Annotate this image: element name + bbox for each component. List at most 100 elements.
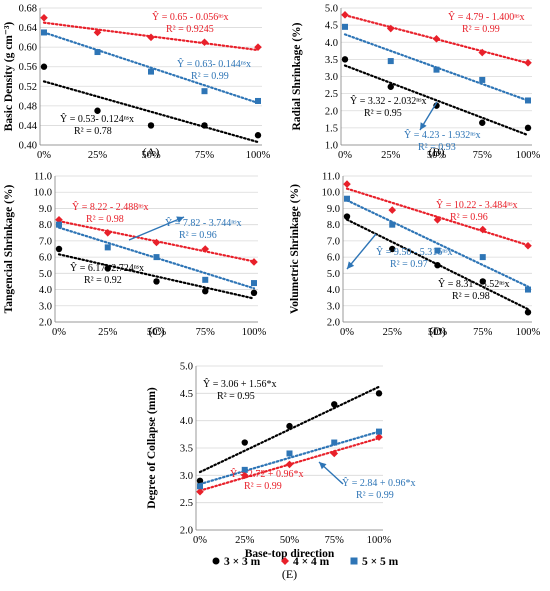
chart-panel-a: 0.40 0.44 0.48 0.52 0.56 0.60 0.64 0.68 0% 25% 50%… <box>3 4 271 162</box>
y-tick-label: 1.5 <box>325 123 338 134</box>
r-squared-label: R² = 0.92 <box>84 275 122 286</box>
regression-equation: Ŷ = 2.84 + 0.96*x <box>342 477 416 489</box>
data-point <box>479 278 486 285</box>
y-tick-label: 6.0 <box>39 253 52 264</box>
y-tick-label: 3.0 <box>180 471 193 482</box>
regression-equation: Ŷ = 6.17- 2.724ⁿˢx <box>70 262 144 274</box>
r-squared-label: R² = 0.99 <box>244 481 282 492</box>
annotation-arrow <box>346 233 377 270</box>
data-point <box>250 289 258 296</box>
legend-label: 3 × 3 m <box>224 556 261 568</box>
data-point <box>524 241 532 250</box>
r-squared-label: R² = 0.96 <box>450 212 488 223</box>
y-tick-label: 3.0 <box>325 72 338 83</box>
x-tick-label: 75% <box>473 150 493 161</box>
regression-equation: Ŷ = 10.22 - 3.484ⁿˢx <box>436 199 517 211</box>
data-point <box>524 124 532 132</box>
y-tick-label: 5.0 <box>325 4 338 15</box>
x-tick-label: 50% <box>428 327 448 338</box>
data-point <box>200 38 209 47</box>
r-squared-label: R² = 0.95 <box>217 391 255 402</box>
data-point <box>250 258 258 266</box>
data-point <box>286 450 293 457</box>
y-tick-label: 10.0 <box>34 188 52 199</box>
data-point <box>147 33 155 42</box>
panel-label: (C) <box>149 324 165 338</box>
trendline-2 <box>345 199 530 288</box>
x-tick-label: 100% <box>367 535 392 546</box>
data-point <box>386 24 395 33</box>
y-tick-label: 0.68 <box>19 4 37 15</box>
regression-equation: Ŷ = 3.06 + 1.56*x <box>203 378 277 390</box>
y-axis-title: Radial Shrinkage (%) <box>291 22 303 130</box>
y-axis-title: Basic Density (g cm⁻³) <box>3 22 15 132</box>
regression-equation: Ŷ = 8.31 - 5.52ⁿˢx <box>438 278 509 290</box>
regression-equation: Ŷ = 0.65 - 0.056ⁿˢx <box>152 11 228 23</box>
y-tick-label: 10.0 <box>322 188 340 199</box>
data-point <box>104 244 111 251</box>
r-squared-label: R² = 0.93 <box>418 142 456 153</box>
data-point <box>375 433 383 441</box>
x-tick-label: 100% <box>242 327 267 338</box>
y-tick-label: 1.0 <box>325 141 338 152</box>
r-squared-label: R² = 0.9245 <box>166 24 214 35</box>
y-tick-label: 4.0 <box>39 285 52 296</box>
y-tick-label: 7.0 <box>327 236 340 247</box>
trendline-1 <box>345 187 530 247</box>
y-tick-label: 8.0 <box>327 220 340 231</box>
y-tick-label: 2.0 <box>39 318 52 329</box>
y-tick-label: 0.56 <box>19 62 37 73</box>
data-point <box>201 245 210 253</box>
arrow-head-icon <box>176 216 184 223</box>
y-tick-label: 2.0 <box>327 318 340 329</box>
data-point <box>342 23 348 30</box>
chart-panel-e: 2.0 2.5 3.0 3.5 4.0 4.5 5.0 0% 25% 50% 75% 100% Degr… <box>146 362 416 582</box>
data-point <box>478 225 487 234</box>
legend-marker <box>212 557 220 565</box>
x-axis-title: Base-top direction <box>245 548 335 560</box>
regression-equation: Ŷ = 8.22 - 2.488ⁿˢx <box>72 201 148 213</box>
data-point <box>432 35 441 43</box>
chart-panel-d: 2.0 3.0 4.0 5.0 6.0 7.0 8.0 9.0 10.0 11.0 0% 25% 50%… <box>289 172 541 339</box>
x-tick-label: 75% <box>196 327 216 338</box>
x-tick-label: 50% <box>141 150 161 161</box>
data-point <box>196 477 204 484</box>
trendline-2 <box>42 31 260 105</box>
x-tick-label: 25% <box>381 150 401 161</box>
data-point <box>55 245 63 253</box>
data-point <box>104 265 111 272</box>
data-point <box>255 97 261 104</box>
r-squared-label: R² = 0.96 <box>179 230 217 241</box>
regression-equation: Ŷ = 0.53- 0.124ⁿˢx <box>60 113 134 125</box>
x-tick-label: 0% <box>338 150 352 161</box>
data-point <box>331 401 338 408</box>
x-tick-label: 50% <box>147 327 167 338</box>
data-point <box>434 247 441 254</box>
y-tick-label: 4.0 <box>325 38 338 49</box>
x-tick-label: 0% <box>340 327 354 338</box>
regression-equation: Ŷ = 0.63- 0.144ⁿˢx <box>177 58 251 70</box>
y-tick-label: 6.0 <box>327 253 340 264</box>
data-point <box>197 483 203 490</box>
chart-panel-c: 2.0 3.0 4.0 5.0 6.0 7.0 8.0 9.0 10.0 11.0 0% 25% 50%… <box>3 172 267 339</box>
y-tick-label: 9.0 <box>327 204 340 215</box>
data-point <box>524 59 532 67</box>
data-point <box>251 280 257 287</box>
data-point <box>433 216 442 224</box>
data-point <box>40 13 48 22</box>
data-point <box>56 221 62 228</box>
y-tick-label: 3.5 <box>180 444 193 455</box>
x-tick-label: 75% <box>325 535 345 546</box>
regression-equation: Ŷ = 4.23 - 1.932ⁿˢx <box>404 129 480 141</box>
data-point <box>524 309 532 316</box>
data-point <box>93 28 102 37</box>
data-point <box>479 76 486 83</box>
trendline-0 <box>343 64 530 137</box>
y-tick-label: 2.0 <box>325 106 338 117</box>
trendline-2 <box>198 430 381 486</box>
data-point <box>343 180 351 188</box>
arrow-head-icon <box>347 261 355 269</box>
y-tick-label: 2.5 <box>180 498 193 509</box>
data-point <box>55 216 63 224</box>
y-tick-label: 2.0 <box>180 526 193 537</box>
